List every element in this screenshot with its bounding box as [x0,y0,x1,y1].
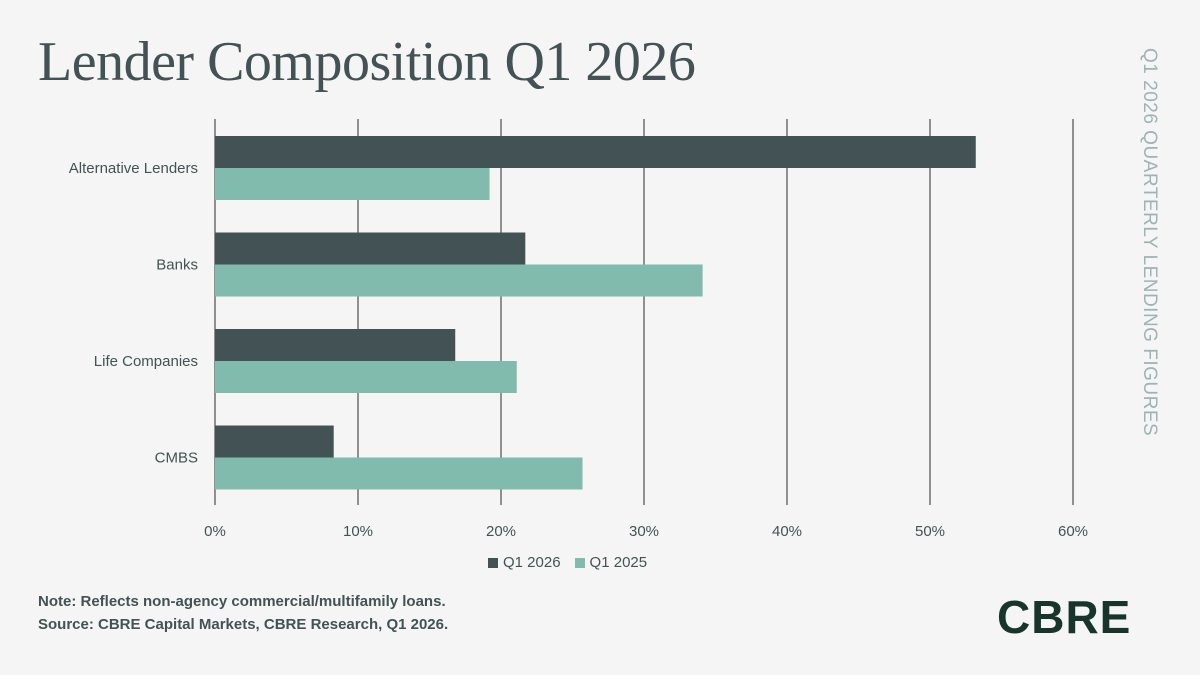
legend-swatch-q1-2026 [488,557,498,568]
note-text: Note: Reflects non-agency commercial/mul… [38,593,446,610]
legend-swatch-q1-2025 [574,557,585,568]
legend: Q1 2026 Q1 2025 [488,554,647,571]
x-tick-label: 30% [629,523,659,540]
x-tick-label: 50% [915,523,945,540]
legend-item-q1-2025: Q1 2025 [574,554,648,571]
bar-q1-2026-0 [215,136,976,168]
cbre-logo: CBRE [997,591,1132,643]
bar-q1-2025-3 [215,457,583,490]
x-tick-label: 60% [1058,523,1088,540]
x-tick-label: 40% [772,523,802,540]
category-label: CMBS [155,450,198,467]
legend-label-q1-2026: Q1 2026 [503,554,561,571]
x-tick-label: 10% [343,523,373,540]
side-label: Q1 2026 QUARTERLY LENDING FIGURES [1139,48,1160,437]
category-label: Alternative Lenders [69,160,198,177]
x-tick-label: 20% [486,523,516,540]
bar-q1-2026-3 [215,425,334,458]
category-label: Life Companies [94,353,198,370]
bar-q1-2025-0 [215,168,490,200]
bar-q1-2026-1 [215,232,526,265]
bar-q1-2025-2 [215,361,517,393]
chart-title: Lender Composition Q1 2026 [38,31,696,93]
bar-q1-2025-1 [215,264,703,297]
legend-item-q1-2026: Q1 2026 [488,554,561,571]
legend-label-q1-2025: Q1 2025 [589,554,648,571]
bar-q1-2026-2 [215,329,456,361]
source-text: Source: CBRE Capital Markets, CBRE Resea… [38,616,449,633]
footnotes: Note: Reflects non-agency commercial/mul… [38,590,448,636]
category-label: Banks [156,257,198,274]
x-tick-label: 0% [204,523,226,540]
